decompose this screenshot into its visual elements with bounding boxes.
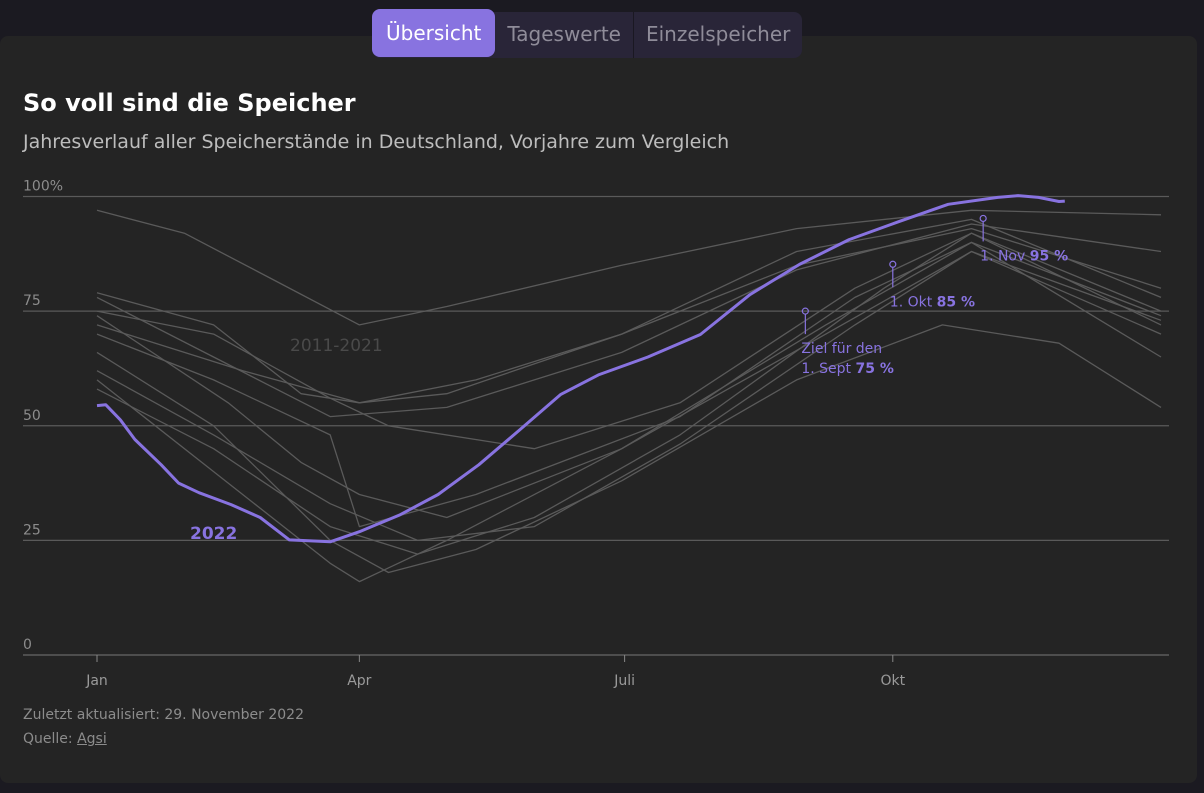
target-label: 1. Okt 85 % — [890, 294, 975, 310]
target-value: 75 % — [855, 361, 893, 377]
target-value: 85 % — [937, 294, 975, 310]
source: Quelle: Agsi — [23, 731, 107, 747]
comparison-line — [96, 241, 1162, 583]
y-tick-label: 100% — [23, 179, 63, 195]
source-label: Quelle: — [23, 731, 73, 747]
x-tick-label: Juli — [613, 673, 635, 689]
y-tick-label: 25 — [23, 522, 41, 538]
target-label: 1. Sept 75 % — [801, 361, 894, 377]
comparison-line — [96, 223, 1162, 418]
series-label-2022: 2022 — [190, 524, 237, 544]
comparison-label: 2011-2021 — [290, 336, 383, 356]
chart-card — [0, 36, 1197, 783]
last-updated: Zuletzt aktualisiert: 29. November 2022 — [23, 707, 304, 723]
comparison-line — [96, 232, 1162, 555]
target-marker — [889, 260, 897, 268]
comparison-line — [96, 241, 1162, 528]
comparison-line — [96, 209, 1162, 326]
comparison-line — [96, 250, 1162, 519]
target-date: 1. Sept — [801, 361, 855, 377]
comparison-line — [96, 250, 1162, 542]
target-label: 1. Nov 95 % — [980, 248, 1068, 264]
tab-tageswerte[interactable]: Tageswerte — [507, 22, 621, 46]
target-date: 1. Nov — [980, 248, 1030, 264]
x-tick-label: Jan — [85, 673, 108, 689]
chart-subtitle: Jahresverlauf aller Speicherstände in De… — [23, 131, 730, 153]
x-tick-label: Apr — [347, 673, 371, 689]
comparison-line — [96, 227, 1162, 404]
target-value: 95 % — [1030, 248, 1068, 264]
source-link[interactable]: Agsi — [77, 731, 107, 747]
comparison-line — [96, 324, 1162, 574]
target-date: 1. Okt — [890, 294, 937, 310]
y-tick-label: 50 — [23, 408, 41, 424]
line-2022 — [96, 194, 1065, 544]
x-tick-label: Okt — [880, 673, 905, 689]
y-tick-label: 75 — [23, 293, 41, 309]
target-marker — [979, 214, 987, 223]
tab-einzelspeicher[interactable]: Einzelspeicher — [632, 12, 802, 58]
y-tick-label: 0 — [23, 637, 32, 653]
view-tabs: Übersicht Tageswerte Einzelspeicher — [372, 9, 803, 58]
comparison-line — [96, 232, 1162, 450]
target-label: Ziel für den — [801, 341, 882, 357]
chart-title: So voll sind die Speicher — [23, 89, 356, 117]
tab-uebersicht[interactable]: Übersicht — [372, 9, 496, 57]
comparison-line — [96, 218, 1162, 404]
